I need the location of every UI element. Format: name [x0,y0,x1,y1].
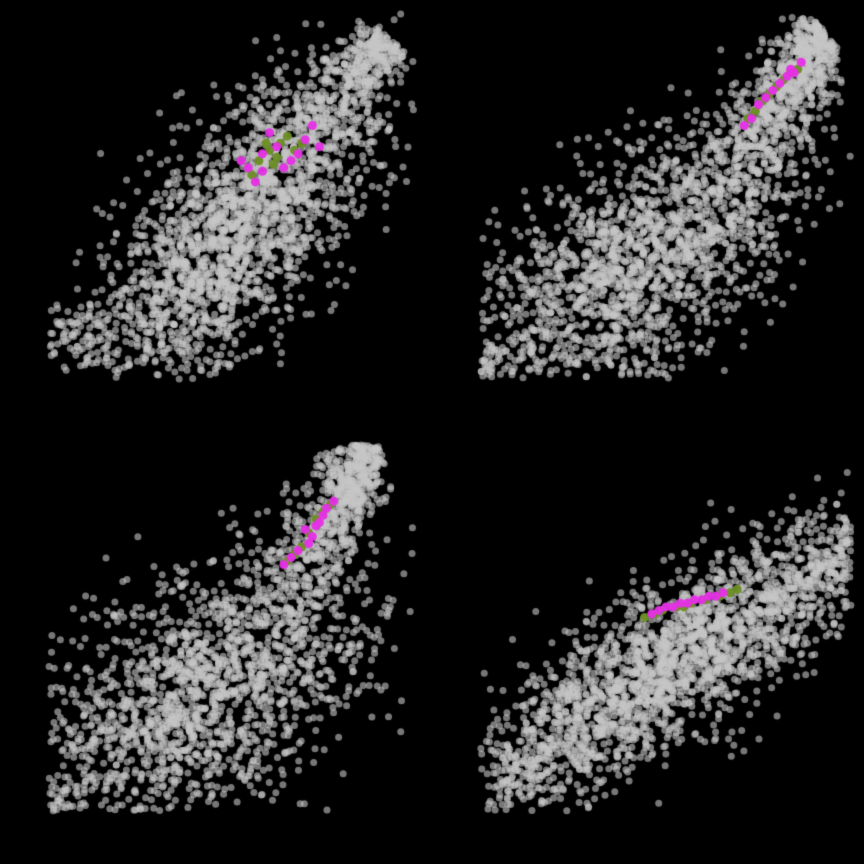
scatter-canvas [432,432,864,864]
panel-bottom-right [432,432,864,864]
scatter-canvas [0,0,432,432]
scatter-canvas [0,432,432,864]
panel-top-right [432,0,864,432]
panel-top-left [0,0,432,432]
scatter-grid [0,0,864,864]
scatter-canvas [432,0,864,432]
panel-bottom-left [0,432,432,864]
